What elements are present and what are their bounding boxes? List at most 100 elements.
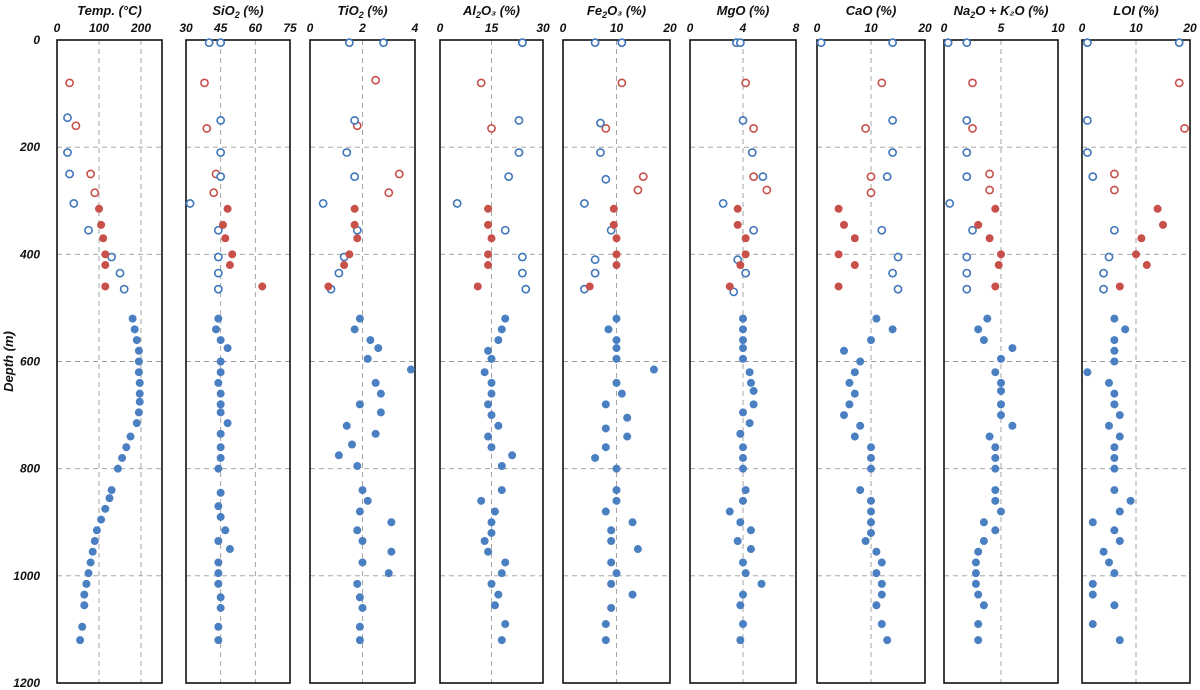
data-point — [122, 443, 131, 452]
data-point — [607, 558, 616, 567]
data-point — [962, 284, 972, 294]
data-point — [649, 365, 658, 374]
data-point — [979, 336, 988, 345]
panel-tio2: TiO2 (%) 0 2 4 — [307, 3, 419, 684]
data-point — [733, 220, 742, 229]
data-point — [99, 234, 108, 243]
series-filled-blue-circle — [334, 314, 415, 645]
data-point — [991, 443, 1000, 452]
data-point — [353, 526, 362, 535]
data-point — [350, 325, 359, 334]
data-point — [484, 204, 493, 213]
data-point — [997, 378, 1006, 387]
data-point — [501, 620, 510, 629]
data-point — [371, 378, 380, 387]
depth-axis: 0 200 400 600 800 1000 1200 Depth (m) — [1, 33, 40, 690]
data-point — [888, 325, 897, 334]
data-point — [216, 603, 225, 612]
data-point — [216, 115, 226, 125]
data-point — [1083, 38, 1092, 48]
data-point — [1083, 148, 1092, 157]
x-tick-label: 0 — [54, 21, 61, 35]
depth-tick-label: 1000 — [13, 569, 40, 583]
data-point — [739, 620, 748, 629]
data-point — [213, 252, 223, 262]
data-point — [216, 488, 225, 497]
data-point — [867, 518, 876, 527]
data-point — [736, 636, 745, 645]
data-point — [484, 250, 493, 259]
data-point — [968, 78, 977, 88]
panel-loi: LOI (%) 0 10 20 — [1079, 3, 1197, 684]
data-point — [202, 124, 212, 133]
data-point — [994, 261, 1003, 270]
data-point — [738, 115, 748, 125]
data-point — [487, 389, 496, 398]
data-point — [126, 432, 135, 441]
panel-title-main: LOI (%) — [1113, 3, 1159, 18]
data-point — [746, 545, 755, 554]
data-point — [877, 78, 887, 88]
panel-title-subscript: 2 — [969, 10, 975, 20]
data-point — [214, 537, 223, 546]
x-tick-label: 10 — [610, 21, 624, 35]
x-tick-label: 0 — [941, 21, 948, 35]
data-point — [612, 234, 621, 243]
data-point — [86, 169, 95, 179]
data-point — [867, 496, 876, 505]
data-point — [374, 344, 383, 353]
data-point — [355, 636, 364, 645]
series-open-red-circle — [861, 78, 887, 198]
series-open-red-circle — [65, 78, 100, 198]
data-point — [877, 225, 887, 235]
data-point — [218, 220, 227, 229]
data-point — [394, 169, 404, 179]
series-filled-red-circle — [95, 204, 110, 291]
series-open-red-circle — [352, 75, 404, 198]
data-point — [355, 314, 364, 323]
data-point — [718, 199, 728, 208]
panel-title-tail: O + K₂O (%) — [975, 3, 1048, 18]
data-point — [609, 204, 618, 213]
data-point — [985, 185, 994, 195]
data-point — [69, 199, 79, 208]
panel-title: TiO2 (%) — [337, 3, 387, 20]
data-point — [213, 268, 223, 278]
data-point — [968, 124, 977, 133]
data-point — [1110, 336, 1119, 345]
data-point — [861, 124, 870, 133]
depth-tick-label: 800 — [20, 462, 40, 476]
data-point — [601, 636, 610, 645]
data-point — [504, 172, 514, 182]
panel-fe2o3: Fe2O₃ (%) 0 10 20 — [560, 3, 677, 684]
data-point — [134, 346, 143, 355]
data-point — [872, 569, 881, 578]
data-point — [609, 220, 618, 229]
data-point — [78, 622, 87, 631]
series-filled-red-circle — [324, 204, 362, 291]
data-point — [358, 558, 367, 567]
data-point — [877, 590, 886, 599]
data-point — [213, 225, 223, 235]
data-point — [749, 172, 758, 182]
data-point — [888, 115, 897, 125]
data-point — [350, 115, 360, 125]
data-point — [216, 336, 225, 345]
data-point — [991, 496, 1000, 505]
data-point — [1083, 368, 1092, 377]
data-point — [134, 368, 143, 377]
data-point — [739, 443, 748, 452]
data-point — [1088, 518, 1097, 527]
data-point — [490, 601, 499, 610]
data-point — [358, 537, 367, 546]
data-point — [135, 397, 144, 406]
series-open-red-circle — [968, 78, 994, 195]
data-point — [135, 389, 144, 398]
panel-al2o3: Al2O₃ (%) 0 15 30 — [437, 3, 550, 684]
data-point — [971, 558, 980, 567]
data-point — [741, 250, 750, 259]
data-point — [214, 636, 223, 645]
data-point — [736, 429, 745, 438]
data-point — [63, 148, 72, 157]
data-point — [590, 38, 600, 48]
